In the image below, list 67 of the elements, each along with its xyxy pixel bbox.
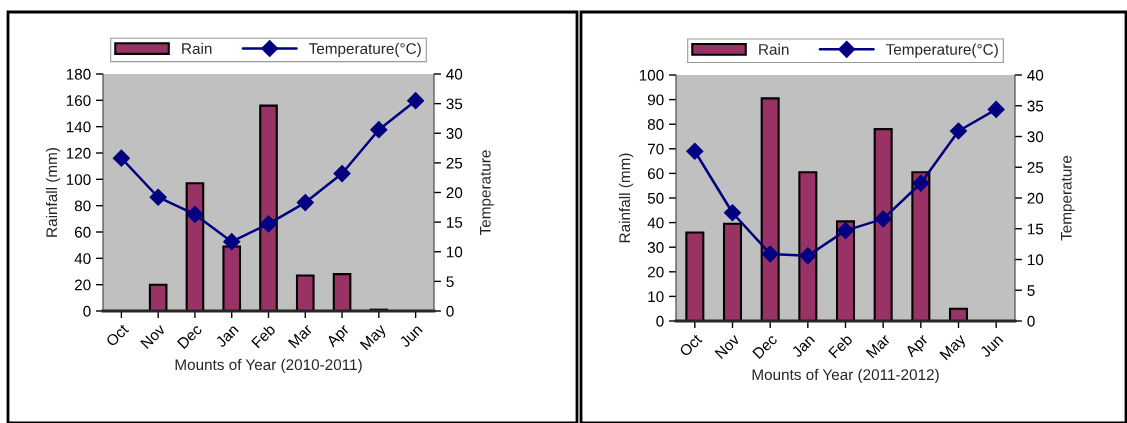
y2-tick-label: 35 — [1027, 100, 1044, 112]
x-tick-label: Jan — [790, 333, 816, 358]
x-tick-label: Nov — [714, 333, 741, 360]
x-tick-label: Apr — [325, 323, 352, 350]
y-tick-label: 90 — [647, 94, 664, 106]
y2-tick-label: 0 — [446, 305, 454, 317]
y-tick-label: 20 — [647, 266, 664, 278]
y-tick-label: 40 — [647, 217, 664, 229]
y-tick-label: 60 — [74, 226, 91, 238]
legend-label: Temperature(°C) — [308, 42, 421, 58]
x-tick-label: Dec — [752, 333, 778, 360]
y-tick-label: 80 — [74, 200, 91, 212]
x-tick-label: Nov — [140, 323, 167, 350]
x-tick-label: Dec — [177, 323, 203, 350]
y-tick-label: 50 — [647, 192, 664, 204]
y2-tick-label: 15 — [1027, 223, 1044, 235]
x-tick-label: Mar — [287, 323, 314, 349]
x-tick-label: Jun — [398, 323, 423, 348]
y2-tick-label: 20 — [1027, 192, 1044, 204]
x-tick-label: Mar — [865, 333, 891, 359]
y-tick-label: 180 — [66, 68, 91, 80]
y2-tick-label: 30 — [1027, 131, 1044, 143]
y2-tick-label: 25 — [1027, 162, 1044, 173]
x-tick-label: Oct — [105, 323, 130, 348]
y2-tick-label: 40 — [446, 68, 463, 80]
y-tick-label: 80 — [647, 119, 664, 130]
x-tick-label: May — [359, 323, 389, 353]
y2-tick-label: 40 — [1027, 69, 1044, 81]
x-tick-label: Feb — [827, 333, 853, 359]
y-tick-label: 140 — [66, 121, 91, 133]
x-tick-label: Jan — [214, 323, 239, 348]
y2-tick-label: 20 — [446, 187, 463, 199]
legend-label: Temperature(°C) — [885, 43, 998, 58]
y-tick-label: 100 — [639, 69, 664, 81]
y-tick-label: 100 — [66, 174, 91, 186]
y2-tick-label: 5 — [446, 276, 454, 288]
y-axis-title: Rainfall (mm) — [45, 148, 61, 237]
y-tick-label: 0 — [656, 315, 664, 327]
y-tick-label: 160 — [66, 95, 91, 107]
y-tick-label: 0 — [83, 305, 91, 317]
y-tick-label: 120 — [66, 147, 91, 159]
y2-tick-label: 30 — [446, 128, 463, 139]
y-tick-label: 40 — [74, 253, 91, 265]
x-tick-label: Apr — [904, 333, 931, 360]
legend-label: Rain — [182, 42, 212, 55]
x-tick-label: May — [939, 333, 969, 363]
y2-tick-label: 15 — [446, 217, 463, 228]
y-tick-label: 70 — [647, 143, 664, 155]
y-axis-title: Rainfall (mm) — [618, 153, 634, 243]
y-tick-label: 30 — [647, 242, 664, 253]
y2-tick-label: 10 — [446, 246, 463, 258]
y2-axis-title: Temperature — [480, 150, 494, 236]
x-axis-title: Mounts of Year (2011-2012) — [752, 368, 939, 384]
x-tick-label: Oct — [678, 333, 703, 358]
y-tick-label: 60 — [647, 168, 664, 180]
y2-tick-label: 25 — [446, 157, 463, 169]
x-tick-label: Feb — [250, 323, 276, 349]
legend-label: Rain — [759, 43, 789, 55]
x-axis-title: Mounts of Year (2010-2011) — [175, 358, 362, 374]
y2-tick-label: 10 — [1027, 254, 1044, 266]
y2-tick-label: 35 — [446, 98, 463, 110]
y2-tick-label: 5 — [1027, 285, 1035, 296]
y-tick-label: 10 — [648, 291, 664, 303]
y2-tick-label: 0 — [1027, 315, 1035, 327]
x-tick-label: Jun — [979, 333, 1004, 358]
y2-axis-title: Temperature — [1061, 155, 1075, 241]
y-tick-label: 20 — [74, 279, 91, 291]
